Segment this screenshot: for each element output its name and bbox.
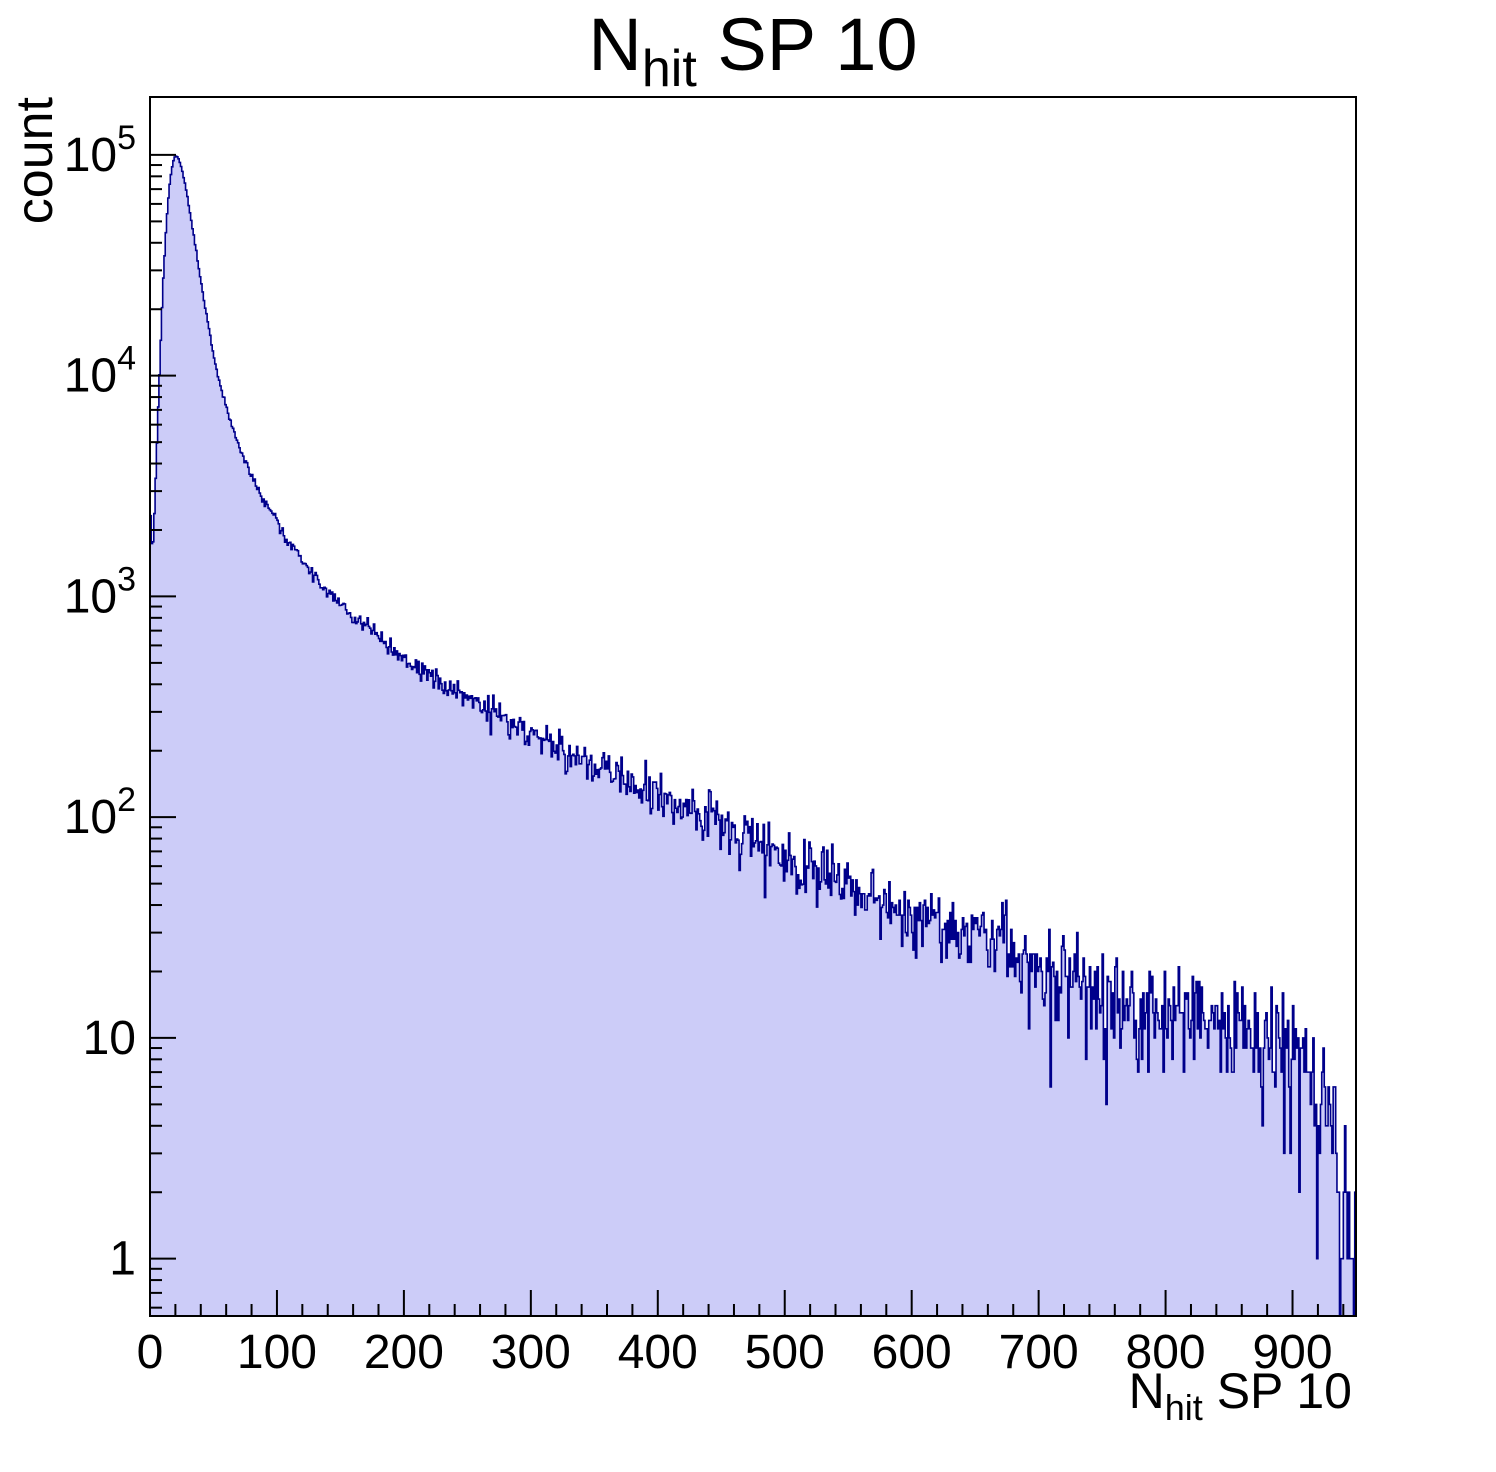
x-tick-label: 500 — [745, 1326, 825, 1379]
y-tick-label: 10 — [83, 1012, 136, 1065]
histogram-fill — [150, 156, 1356, 1316]
x-tick-label: 700 — [999, 1326, 1079, 1379]
y-tick-label: 1 — [109, 1233, 136, 1286]
x-tick-label: 0 — [137, 1326, 164, 1379]
x-tick-label: 200 — [364, 1326, 444, 1379]
y-tick-label: 104 — [64, 340, 136, 403]
x-axis-label-prefix: N — [1129, 1363, 1165, 1419]
y-tick-label: 102 — [64, 781, 136, 844]
x-tick-label: 400 — [618, 1326, 698, 1379]
x-axis-label-subscript: hit — [1165, 1387, 1203, 1428]
x-axis-label-suffix: SP 10 — [1203, 1363, 1352, 1419]
x-tick-label: 900 — [1252, 1326, 1332, 1379]
chart-title-prefix: N — [588, 3, 641, 86]
x-axis-label: Nhit SP 10 — [1129, 1363, 1352, 1428]
y-axis-label: count — [6, 96, 64, 224]
chart-title: Nhit SP 10 — [588, 3, 917, 98]
chart-title-suffix: SP 10 — [697, 3, 918, 86]
x-tick-label: 600 — [872, 1326, 952, 1379]
y-tick-label: 105 — [64, 119, 136, 182]
x-tick-label: 800 — [1126, 1326, 1206, 1379]
plot-frame — [149, 96, 1357, 1317]
x-tick-label: 100 — [237, 1326, 317, 1379]
chart-title-subscript: hit — [642, 40, 697, 98]
x-tick-label: 300 — [491, 1326, 571, 1379]
axis-ticks — [149, 153, 1345, 1316]
histogram-outline — [149, 155, 1357, 1317]
y-tick-label: 103 — [64, 560, 136, 623]
